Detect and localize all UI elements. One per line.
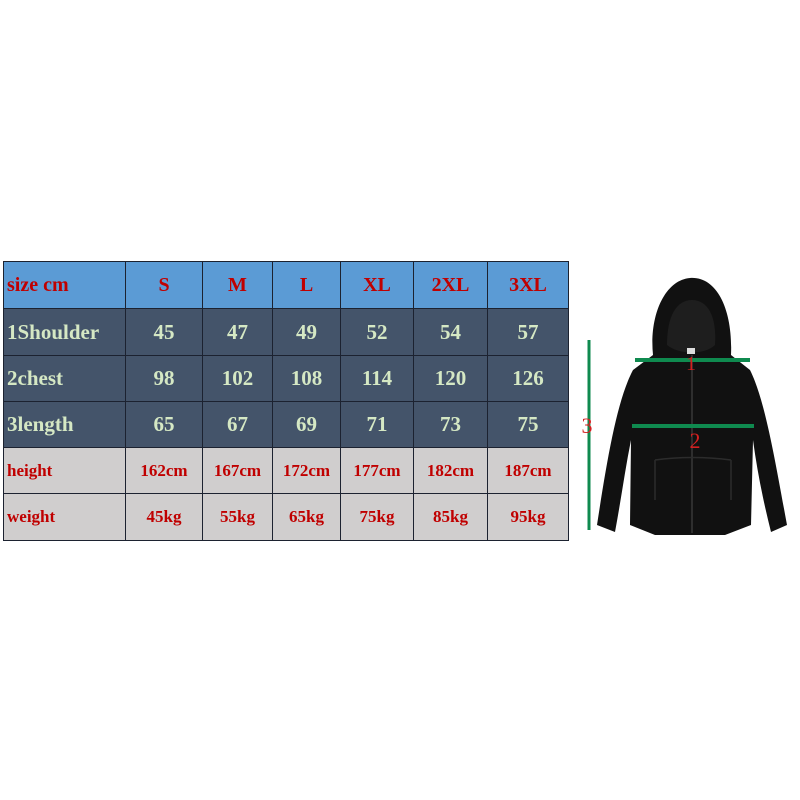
table-cell: 67 [202, 401, 273, 448]
table-cell: 49 [272, 308, 341, 356]
table-cell: 75 [487, 401, 569, 448]
table-cell: 177cm [340, 447, 414, 494]
table-cell: 71 [340, 401, 414, 448]
row-label: height [3, 447, 126, 494]
table-cell: 69 [272, 401, 341, 448]
table-cell: 3XL [487, 261, 569, 309]
table-cell: 126 [487, 355, 569, 402]
table-cell: 57 [487, 308, 569, 356]
hoodie-image [597, 277, 787, 535]
table-cell: 65kg [272, 493, 341, 541]
row-label: 3length [3, 401, 126, 448]
row-label: size cm [3, 261, 126, 309]
hoodie-measurement-diagram: 1 2 3 [582, 277, 787, 535]
table-row: 2chest 98 102 108 114 120 126 [3, 355, 569, 402]
table-cell: 47 [202, 308, 273, 356]
table-cell: 102 [202, 355, 273, 402]
table-cell: 2XL [413, 261, 488, 309]
table-cell: 45kg [125, 493, 203, 541]
table-cell: 54 [413, 308, 488, 356]
table-cell: 95kg [487, 493, 569, 541]
table-row: 3length 65 67 69 71 73 75 [3, 401, 569, 448]
table-cell: 114 [340, 355, 414, 402]
table-cell: 182cm [413, 447, 488, 494]
row-label: 2chest [3, 355, 126, 402]
shoulder-label: 1 [686, 353, 696, 375]
table-cell: 73 [413, 401, 488, 448]
table-cell: 55kg [202, 493, 273, 541]
table-cell: XL [340, 261, 414, 309]
table-row: height 162cm 167cm 172cm 177cm 182cm 187cm [3, 447, 569, 494]
chest-label: 2 [690, 428, 701, 453]
table-cell: 65 [125, 401, 203, 448]
table-cell: 162cm [125, 447, 203, 494]
table-cell: 52 [340, 308, 414, 356]
length-label: 3 [582, 413, 593, 438]
size-chart-table: size cm S M L XL 2XL 3XL 1Shoulder 45 47 49 52 54 57 2… [3, 261, 569, 541]
table-cell: 75kg [340, 493, 414, 541]
table-cell: 172cm [272, 447, 341, 494]
table-cell: M [202, 261, 273, 309]
table-cell: 187cm [487, 447, 569, 494]
table-header-row: size cm S M L XL 2XL 3XL [3, 261, 569, 309]
table-cell: 120 [413, 355, 488, 402]
table-cell: 45 [125, 308, 203, 356]
table-cell: L [272, 261, 341, 309]
table-cell: S [125, 261, 203, 309]
table-cell: 98 [125, 355, 203, 402]
row-label: 1Shoulder [3, 308, 126, 356]
table-row: 1Shoulder 45 47 49 52 54 57 [3, 308, 569, 356]
table-cell: 167cm [202, 447, 273, 494]
table-cell: 108 [272, 355, 341, 402]
table-row: weight 45kg 55kg 65kg 75kg 85kg 95kg [3, 493, 569, 541]
row-label: weight [3, 493, 126, 541]
table-cell: 85kg [413, 493, 488, 541]
